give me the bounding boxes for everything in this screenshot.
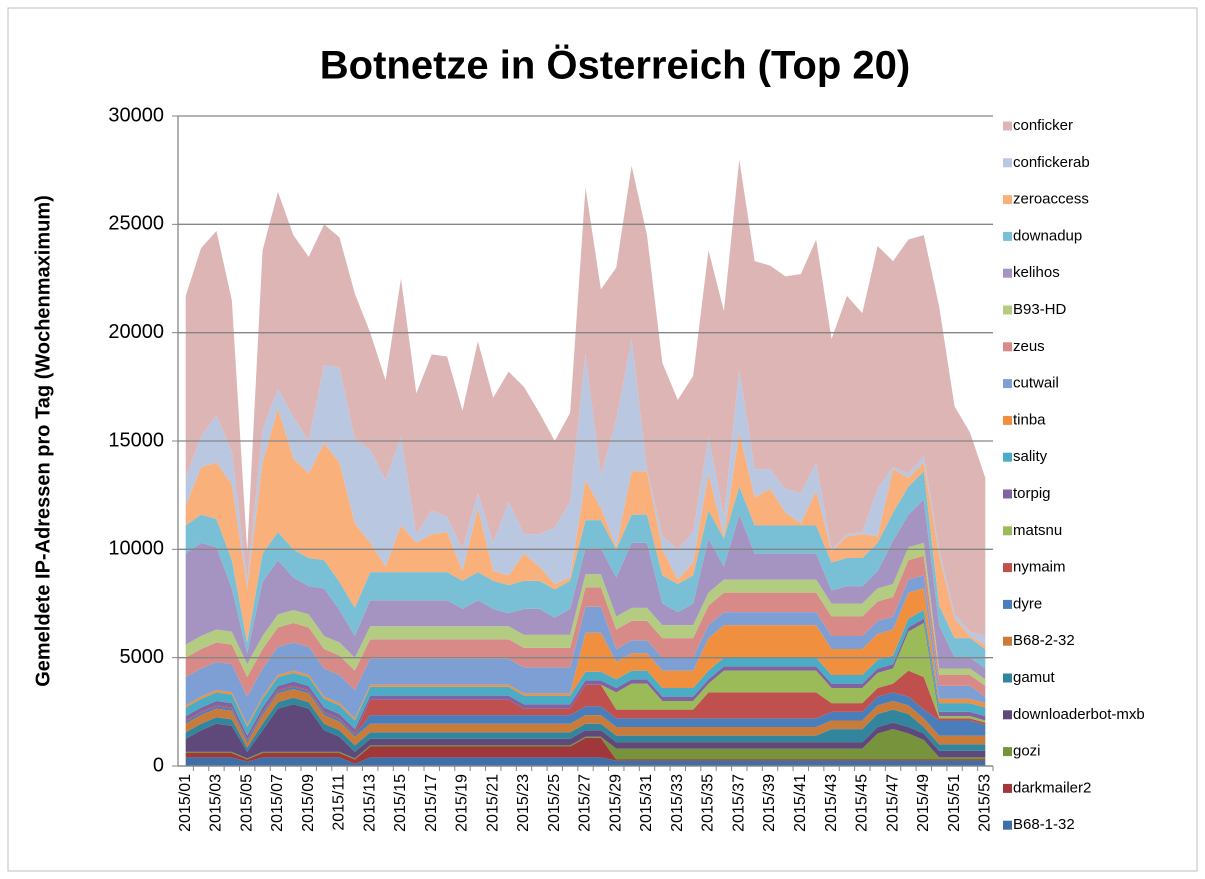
legend-swatch (1003, 673, 1012, 683)
legend-swatch (1003, 158, 1012, 168)
x-tick-label: 2015/41 (792, 774, 809, 832)
legend-swatch (1003, 563, 1012, 573)
legend-swatch (1003, 195, 1012, 205)
legend-swatch (1003, 636, 1012, 646)
area-series (185, 623, 986, 740)
area-series (185, 159, 986, 637)
chart-title: Botnetze in Österreich (Top 20) (320, 43, 910, 88)
x-tick-label: 2015/29 (607, 774, 624, 832)
area-series (185, 499, 986, 680)
area-series (185, 618, 986, 740)
y-tick-label: 10000 (108, 538, 164, 560)
x-tick-label: 2015/43 (823, 774, 840, 832)
x-tick-label: 2015/23 (515, 774, 532, 832)
legend-swatch (1003, 415, 1012, 425)
area-series (185, 555, 986, 697)
legend-label: kelihos (1013, 264, 1060, 281)
x-tick-label: 2015/31 (638, 774, 655, 832)
legend-swatch (1003, 121, 1012, 131)
y-tick-label: 15000 (108, 429, 164, 451)
x-tick-label: 2015/21 (484, 774, 501, 832)
legend-label: matsnu (1013, 522, 1062, 539)
legend-label: conficker (1013, 117, 1073, 134)
x-tick-label: 2015/11 (331, 774, 348, 831)
legend-label: nymaim (1013, 559, 1066, 576)
y-tick-label: 20000 (108, 321, 164, 343)
x-tick-label: 2015/51 (946, 774, 963, 832)
x-tick-label: 2015/05 (238, 774, 255, 832)
area-series (185, 689, 986, 748)
legend-swatch (1003, 710, 1012, 720)
area-series (185, 610, 986, 736)
legend-label: B68-1-32 (1013, 816, 1075, 833)
x-tick-label: 2015/53 (977, 774, 994, 832)
legend-swatch (1003, 231, 1012, 241)
y-axis-label: Gemeldete IP-Adressen pro Tag (Wochenmax… (32, 195, 54, 687)
legend-swatch (1003, 526, 1012, 536)
x-tick-label: 2015/37 (730, 774, 747, 832)
legend-label: sality (1013, 448, 1048, 465)
x-tick-label: 2015/13 (361, 774, 378, 832)
area-series (185, 670, 986, 742)
area-series (185, 704, 986, 759)
area-series (185, 542, 986, 686)
area-series (185, 757, 986, 766)
legend-swatch (1003, 305, 1012, 315)
legend-label: torpig (1013, 485, 1051, 502)
area-series (185, 697, 986, 752)
legend-label: downadup (1013, 227, 1082, 244)
legend-swatch (1003, 747, 1012, 757)
y-tick-label: 30000 (108, 104, 164, 126)
area-series (185, 339, 986, 645)
x-tick-label: 2015/33 (669, 774, 686, 832)
area-series (185, 575, 986, 725)
legend-label: gozi (1013, 743, 1041, 760)
x-tick-label: 2015/03 (208, 774, 225, 832)
legend-label: B68-2-32 (1013, 632, 1075, 649)
area-series (185, 729, 986, 760)
legend-label: dyre (1013, 595, 1042, 612)
legend-label: tinba (1013, 411, 1046, 428)
legend-swatch (1003, 342, 1012, 352)
legend-label: confickerab (1013, 154, 1090, 171)
area-series (185, 737, 986, 764)
legend-label: B93-HD (1013, 301, 1067, 318)
x-tick-label: 2015/45 (854, 774, 871, 832)
x-tick-label: 2015/35 (700, 774, 717, 832)
area-series (185, 686, 986, 744)
x-tick-label: 2015/25 (546, 774, 563, 832)
legend-swatch (1003, 783, 1012, 793)
x-tick-label: 2015/19 (454, 774, 471, 832)
area-series (185, 408, 986, 649)
legend-label: darkmailer2 (1013, 779, 1091, 796)
y-tick-label: 25000 (108, 213, 164, 235)
legend-label: cutwail (1013, 375, 1059, 392)
legend-label: zeroaccess (1013, 191, 1089, 208)
legend-swatch (1003, 452, 1012, 462)
x-tick-label: 2015/27 (577, 774, 594, 832)
y-tick-label: 5000 (120, 646, 165, 668)
x-tick-label: 2015/09 (300, 774, 317, 832)
legend-swatch (1003, 599, 1012, 609)
legend-swatch (1003, 820, 1012, 830)
legend-swatch (1003, 379, 1012, 389)
legend-label: zeus (1013, 338, 1045, 355)
x-tick-label: 2015/47 (884, 774, 901, 832)
x-tick-label: 2015/01 (177, 774, 194, 832)
legend-label: gamut (1013, 669, 1056, 686)
y-tick-label: 0 (153, 754, 164, 776)
legend-label: downloaderbot-mxb (1013, 706, 1145, 723)
x-tick-label: 2015/07 (269, 774, 286, 832)
area-series (185, 471, 986, 669)
x-tick-label: 2015/17 (423, 774, 440, 832)
legend-swatch (1003, 268, 1012, 278)
x-tick-label: 2015/39 (761, 774, 778, 832)
x-tick-label: 2015/15 (392, 774, 409, 832)
legend-swatch (1003, 489, 1012, 499)
x-tick-label: 2015/49 (915, 774, 932, 832)
